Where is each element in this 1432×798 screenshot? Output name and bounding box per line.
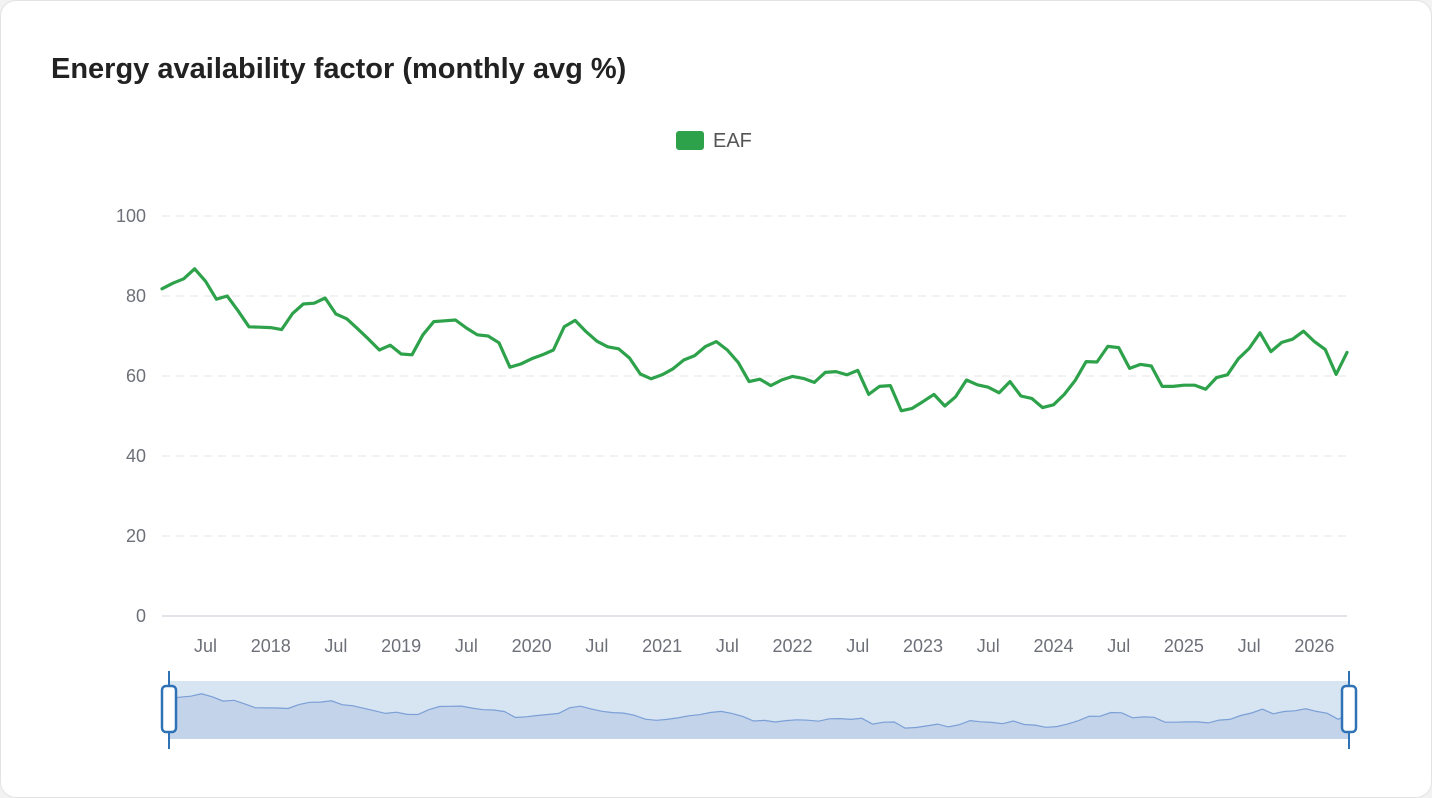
x-tick-label: 2022 bbox=[773, 636, 813, 656]
y-tick-label: 80 bbox=[126, 286, 146, 306]
x-tick-label: Jul bbox=[1238, 636, 1261, 656]
x-tick-label: Jul bbox=[194, 636, 217, 656]
x-tick-label: Jul bbox=[1107, 636, 1130, 656]
x-axis: Jul 2018 Jul 2019 Jul 2020 Jul 2021 Jul 2022 Jul 20… bbox=[162, 615, 1347, 656]
x-tick-label: Jul bbox=[585, 636, 608, 656]
zoom-preview-area bbox=[169, 693, 1349, 739]
zoom-handle-end[interactable] bbox=[1340, 671, 1358, 749]
legend[interactable]: EAF bbox=[676, 130, 752, 152]
y-tick-label: 0 bbox=[136, 606, 146, 626]
legend-label-eaf[interactable]: EAF bbox=[713, 130, 752, 152]
zoom-handle-start[interactable] bbox=[160, 671, 178, 749]
x-tick-label: 2025 bbox=[1164, 636, 1204, 656]
y-tick-label: 40 bbox=[126, 446, 146, 466]
zoom-preview-line bbox=[168, 693, 1350, 729]
series-layer bbox=[160, 267, 1349, 413]
x-tick-label: Jul bbox=[324, 636, 347, 656]
x-tick-label: Jul bbox=[716, 636, 739, 656]
x-tick-label: 2021 bbox=[642, 636, 682, 656]
x-tick-label: 2019 bbox=[381, 636, 421, 656]
legend-swatch-eaf[interactable] bbox=[676, 131, 704, 150]
y-tick-label: 20 bbox=[126, 526, 146, 546]
series-line-eaf bbox=[160, 267, 1349, 413]
x-tick-label: 2024 bbox=[1033, 636, 1073, 656]
x-tick-label: Jul bbox=[977, 636, 1000, 656]
y-tick-label: 60 bbox=[126, 366, 146, 386]
chart-title: Energy availability factor (monthly avg … bbox=[51, 53, 627, 85]
x-tick-label: 2018 bbox=[251, 636, 291, 656]
x-tick-label: 2023 bbox=[903, 636, 943, 656]
y-axis: 0 20 40 60 80 100 bbox=[116, 206, 146, 626]
x-tick-label: Jul bbox=[455, 636, 478, 656]
data-zoom-slider[interactable] bbox=[160, 671, 1358, 749]
x-tick-label: 2020 bbox=[512, 636, 552, 656]
x-tick-label: Jul bbox=[846, 636, 869, 656]
x-tick-label: 2026 bbox=[1294, 636, 1334, 656]
y-tick-label: 100 bbox=[116, 206, 146, 226]
grid-lines bbox=[162, 215, 1347, 537]
